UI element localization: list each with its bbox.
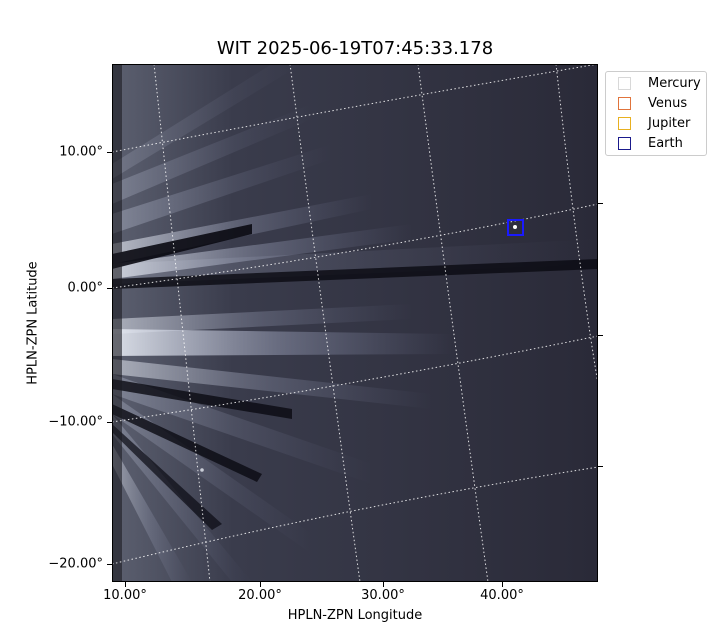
y-tick-label: −10.00° bbox=[48, 414, 103, 430]
x-tickmark bbox=[260, 582, 261, 587]
legend-label: Mercury bbox=[648, 76, 701, 91]
y-tickmark bbox=[107, 422, 112, 423]
right-tickmark bbox=[598, 466, 603, 467]
earth-marker bbox=[507, 219, 524, 236]
image-canvas bbox=[112, 64, 598, 582]
y-tick-label: 0.00° bbox=[67, 280, 103, 296]
legend-item-earth: Earth bbox=[618, 134, 708, 154]
y-tick-label: 10.00° bbox=[59, 144, 103, 160]
x-axis-label: HPLN-ZPN Longitude bbox=[287, 608, 423, 623]
legend-item-mercury: Mercury bbox=[618, 74, 708, 94]
x-tickmark bbox=[383, 582, 384, 587]
y-tick-label: −20.00° bbox=[48, 556, 103, 572]
earth-swatch bbox=[618, 137, 631, 150]
y-tickmark bbox=[107, 152, 112, 153]
x-tick-label: 30.00° bbox=[361, 588, 405, 603]
legend-item-venus: Venus bbox=[618, 94, 708, 114]
legend: Mercury Venus Jupiter Earth bbox=[605, 71, 707, 156]
y-tickmark bbox=[107, 564, 112, 565]
legend-label: Earth bbox=[648, 136, 683, 151]
x-tick-label: 20.00° bbox=[238, 588, 282, 603]
coordinate-grid bbox=[112, 64, 598, 582]
earth-point bbox=[513, 225, 517, 229]
heliospheric-image bbox=[112, 64, 598, 582]
x-tickmark bbox=[125, 582, 126, 587]
jupiter-swatch bbox=[618, 117, 631, 130]
y-tickmark bbox=[107, 288, 112, 289]
x-tick-label: 40.00° bbox=[480, 588, 524, 603]
coronal-streamers bbox=[112, 64, 598, 582]
legend-item-jupiter: Jupiter bbox=[618, 114, 708, 134]
figure-title: WIT 2025-06-19T07:45:33.178 bbox=[216, 38, 494, 59]
x-tick-label: 10.00° bbox=[103, 588, 147, 603]
y-axis-label: HPLN-ZPN Latitude bbox=[25, 261, 41, 385]
mercury-swatch bbox=[618, 77, 631, 90]
x-tickmark bbox=[502, 582, 503, 587]
legend-label: Venus bbox=[648, 96, 688, 111]
right-tickmark bbox=[598, 203, 603, 204]
venus-swatch bbox=[618, 97, 631, 110]
legend-label: Jupiter bbox=[648, 116, 691, 131]
right-tickmark bbox=[598, 335, 603, 336]
